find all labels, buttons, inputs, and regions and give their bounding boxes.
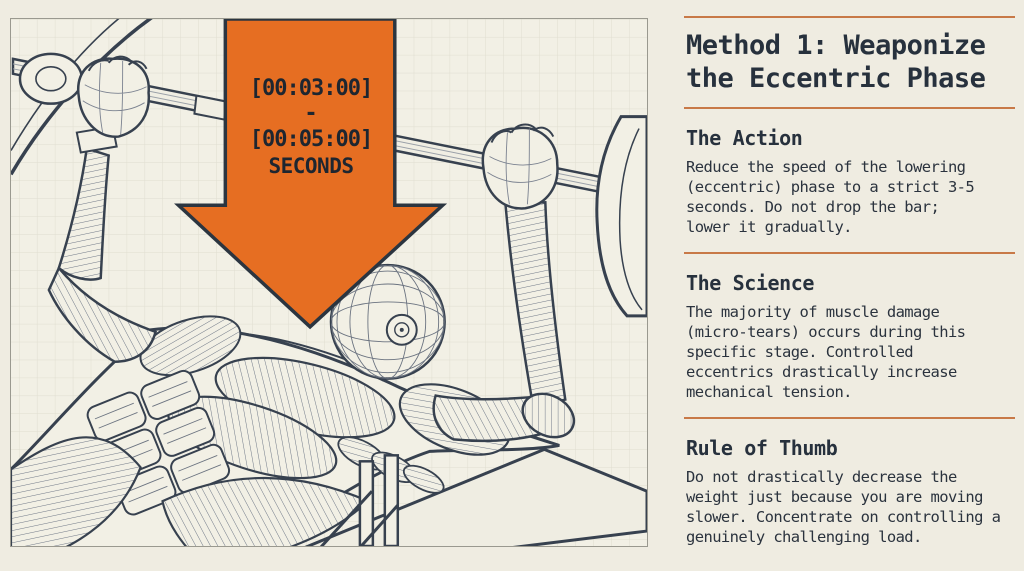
tempo-units-label: SECONDS <box>268 154 354 178</box>
weight-plate-right <box>595 115 647 318</box>
section-the-science: The Science The majority of muscle damag… <box>684 271 1015 402</box>
section-the-action: The Action Reduce the speed of the lower… <box>684 126 1015 237</box>
tempo-min-time: [00:03:00] <box>249 76 373 101</box>
left-deltoid <box>139 315 242 377</box>
left-fist <box>76 55 151 138</box>
section-rule-of-thumb: Rule of Thumb Do not drastically decreas… <box>684 436 1015 547</box>
left-arm <box>47 55 158 363</box>
method-title: Method 1: Weaponize the Eccentric Phase <box>686 30 986 94</box>
right-arm <box>432 123 576 443</box>
tempo-max-time: [00:05:00] <box>249 127 373 152</box>
right-elbow <box>521 392 576 439</box>
method-text-column: Method 1: Weaponize the Eccentric Phase … <box>684 0 1015 562</box>
right-fist <box>481 123 559 210</box>
tempo-range-dash: - <box>304 101 318 126</box>
divider-under-title <box>684 107 1015 109</box>
section-body: Reduce the speed of the lowering (eccent… <box>686 158 975 236</box>
lower-lats <box>161 476 370 546</box>
left-biceps <box>47 265 158 363</box>
section-body: Do not drastically decrease the weight j… <box>686 468 1001 546</box>
section-body: The majority of muscle damage (micro-tea… <box>686 303 966 401</box>
torso-muscles <box>11 315 560 546</box>
tempo-arrow-label: [00:03:00] - [00:05:00] SECONDS <box>226 75 396 179</box>
tempo-down-arrow-icon <box>174 19 448 330</box>
divider-top <box>684 16 1015 18</box>
section-heading: The Action <box>686 126 803 150</box>
plate-hub <box>18 52 84 105</box>
head-wireframe <box>329 263 446 380</box>
abs <box>86 369 231 516</box>
bench-legs <box>319 454 400 546</box>
bench-press-line-art <box>11 19 647 546</box>
exercise-illustration-panel: [00:03:00] - [00:05:00] SECONDS <box>10 18 648 547</box>
divider-after-action <box>684 252 1015 254</box>
section-heading: Rule of Thumb <box>686 436 838 460</box>
obliques <box>11 436 142 546</box>
divider-after-science <box>684 417 1015 419</box>
section-heading: The Science <box>686 271 815 295</box>
